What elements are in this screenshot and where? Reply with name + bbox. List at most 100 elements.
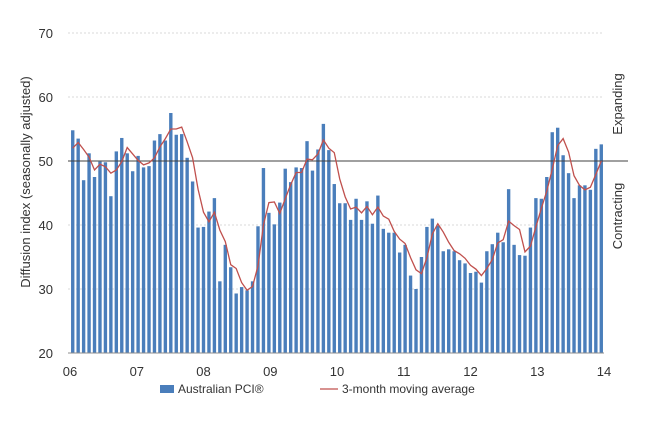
bar [147,166,151,353]
bar [229,267,233,353]
bar [288,182,293,353]
bar [403,244,407,353]
bar [338,203,342,353]
x-tick-label: 14 [597,364,611,379]
y-tick-label: 40 [39,218,53,233]
legend-bar-label: Australian PCI® [178,382,264,396]
x-tick-label: 06 [63,364,77,379]
bar [169,113,173,353]
bar [452,251,456,353]
bar [321,123,326,353]
bar [365,201,369,353]
bar [479,282,484,353]
bar [158,134,162,353]
bar [109,196,113,353]
bar [430,218,435,353]
y-tick-label: 60 [39,90,53,105]
y-tick-label: 70 [39,26,53,41]
bar [98,161,102,353]
x-tick-label: 11 [397,364,411,379]
bar [343,203,347,353]
bar [561,155,565,353]
bar [490,244,494,353]
bar [245,290,249,353]
bar [381,228,386,353]
bar [316,149,320,353]
bar [327,150,331,353]
bar [588,189,593,353]
bar [152,140,157,353]
bar [196,227,200,353]
bar [419,257,424,353]
bar [223,244,227,353]
bar [76,138,80,353]
bar [523,255,527,353]
bar [528,227,533,353]
bar [468,273,473,353]
bar [267,212,271,353]
moving-average-line [72,126,602,292]
bar [577,185,582,353]
legend: Australian PCI® 3-month moving average [160,382,475,396]
expanding-label: Expanding [610,73,625,134]
bar [180,134,184,353]
bar [120,137,124,353]
bar [207,211,211,353]
y-tick-labels: 20 30 40 50 60 70 [39,26,53,361]
bar [501,242,505,353]
x-tick-label: 13 [530,364,544,379]
bar [447,249,451,353]
bar [594,148,598,353]
x-tick-labels: 06 07 08 09 10 11 12 13 14 [63,364,611,379]
y-tick-label: 50 [39,154,53,169]
bar [81,180,86,353]
bar [359,219,364,353]
bar [572,198,576,353]
bar [496,232,500,353]
bar [555,127,560,353]
bar [234,293,238,353]
x-tick-label: 12 [463,364,477,379]
bar-series [71,113,603,353]
bar [376,195,380,353]
bar [534,198,538,353]
bar [299,168,304,353]
bar [185,157,189,353]
bar [218,281,222,353]
x-tick-label: 10 [330,364,344,379]
x-tick-label: 07 [130,364,144,379]
bar [71,130,75,353]
bar [517,255,522,353]
x-tick-label: 09 [263,364,277,379]
y-axis-label: Diffusion index (seasonally adjusted) [18,76,33,288]
bar [441,251,445,353]
bar [566,173,571,353]
bar [583,185,587,353]
bar [512,244,516,353]
bar [545,177,549,353]
bar [212,198,217,353]
bar [283,168,287,353]
bar [305,141,309,353]
bar [239,287,244,353]
x-tick-label: 08 [196,364,210,379]
bar [425,226,429,353]
y-tick-label: 20 [39,346,53,361]
bar [387,232,391,353]
bar [506,189,511,353]
bar [397,252,402,353]
bar [550,132,554,353]
bar [261,168,266,353]
bar [272,224,277,353]
bar [294,167,298,353]
bar [348,219,353,353]
bar [310,170,315,353]
bar [414,289,418,353]
bar [103,162,108,353]
bar [136,155,140,353]
bar [141,167,146,353]
bar [125,153,129,353]
bar [599,144,603,353]
bar [485,251,489,353]
